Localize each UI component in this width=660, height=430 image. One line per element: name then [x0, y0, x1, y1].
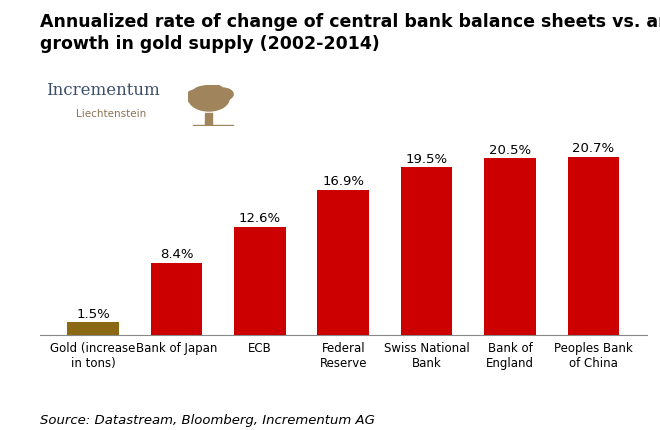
Bar	[150, 263, 202, 335]
Bar	[205, 114, 213, 127]
Text: 16.9%: 16.9%	[322, 175, 364, 187]
Text: Source: Datastream, Bloomberg, Incrementum AG: Source: Datastream, Bloomberg, Increment…	[40, 413, 374, 426]
Ellipse shape	[211, 97, 227, 108]
Bar	[317, 190, 369, 335]
Ellipse shape	[186, 91, 205, 104]
Ellipse shape	[203, 86, 223, 95]
Text: Liechtenstein: Liechtenstein	[76, 108, 146, 118]
Text: 20.5%: 20.5%	[489, 144, 531, 157]
Bar	[484, 159, 536, 335]
Bar	[234, 227, 286, 335]
Text: 8.4%: 8.4%	[160, 248, 193, 261]
Bar	[401, 168, 453, 335]
Bar	[568, 157, 619, 335]
Text: 19.5%: 19.5%	[405, 152, 447, 165]
Text: 1.5%: 1.5%	[76, 307, 110, 320]
Text: Annualized rate of change of central bank balance sheets vs. annual
growth in go: Annualized rate of change of central ban…	[40, 13, 660, 53]
Ellipse shape	[213, 89, 233, 101]
Ellipse shape	[189, 86, 229, 112]
Text: 12.6%: 12.6%	[239, 212, 281, 224]
Text: Incrementum: Incrementum	[46, 82, 160, 99]
Text: 20.7%: 20.7%	[572, 142, 614, 155]
Bar	[67, 322, 119, 335]
Ellipse shape	[195, 88, 209, 97]
